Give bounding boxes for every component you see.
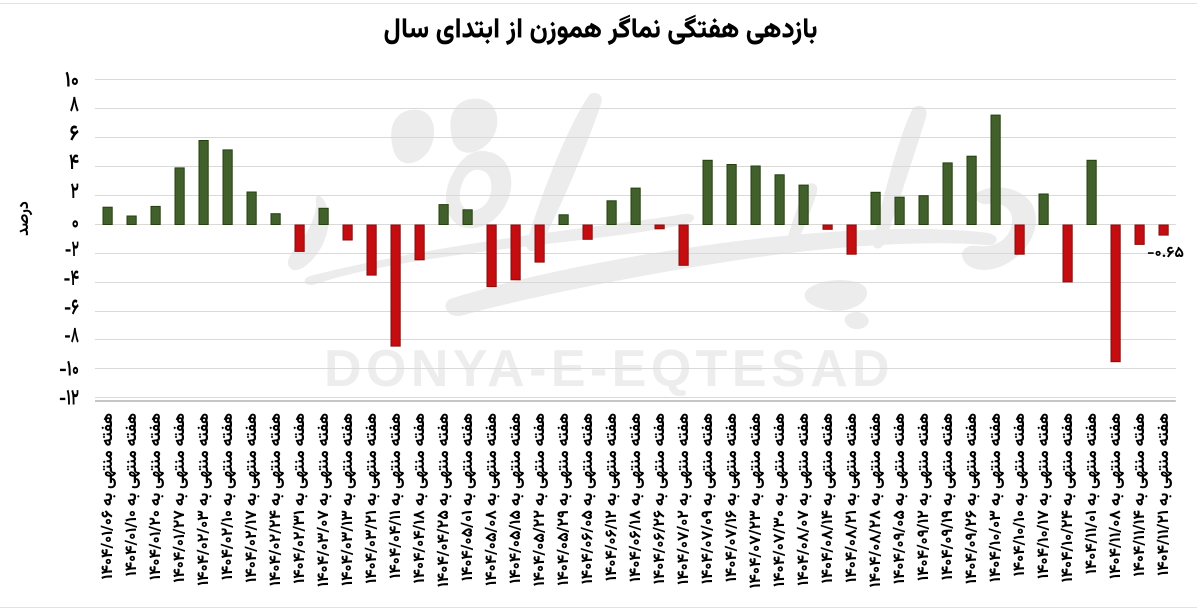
- svg-text:هفته منتهی به ۱۴۰۴/۰۴/۱۱: هفته منتهی به ۱۴۰۴/۰۴/۱۱: [385, 413, 409, 579]
- svg-text:هفته منتهی به ۱۴۰۴/۰۲/۱۷: هفته منتهی به ۱۴۰۴/۰۲/۱۷: [241, 413, 265, 583]
- svg-text:هفته منتهی به ۱۴۰۴/۰۳/۲۱: هفته منتهی به ۱۴۰۴/۰۳/۲۱: [361, 413, 385, 584]
- svg-text:هفته منتهی به ۱۴۰۴/۰۷/۳۰: هفته منتهی به ۱۴۰۴/۰۷/۳۰: [769, 413, 793, 587]
- svg-text:هفته منتهی به ۱۴۰۴/۰۱/۱۰: هفته منتهی به ۱۴۰۴/۰۱/۱۰: [121, 413, 145, 576]
- svg-text:۸: ۸: [70, 88, 79, 123]
- svg-text:هفته منتهی به ۱۴۰۴/۰۴/۱۸: هفته منتهی به ۱۴۰۴/۰۴/۱۸: [409, 413, 433, 583]
- svg-text:هفته منتهی به ۱۴۰۴/۰۵/۰۸: هفته منتهی به ۱۴۰۴/۰۵/۰۸: [481, 413, 505, 586]
- svg-text:هفته منتهی به ۱۴۰۴/۰۹/۰۵: هفته منتهی به ۱۴۰۴/۰۹/۰۵: [889, 413, 913, 584]
- svg-text:هفته منتهی به ۱۴۰۴/۰۴/۲۵: هفته منتهی به ۱۴۰۴/۰۴/۲۵: [433, 413, 457, 587]
- svg-text:هفته منتهی به ۱۴۰۴/۰۲/۱۰: هفته منتهی به ۱۴۰۴/۰۲/۱۰: [217, 413, 241, 580]
- svg-text:هفته منتهی به ۱۴۰۴/۱۱/۱۴: هفته منتهی به ۱۴۰۴/۱۱/۱۴: [1129, 413, 1153, 577]
- svg-text:هفته منتهی به ۱۴۰۴/۱۱/۰۸: هفته منتهی به ۱۴۰۴/۱۱/۰۸: [1105, 413, 1129, 579]
- svg-text:هفته منتهی به ۱۴۰۴/۰۷/۱۶: هفته منتهی به ۱۴۰۴/۰۷/۱۶: [721, 413, 745, 582]
- svg-text:۶: ۶: [70, 117, 80, 152]
- svg-text:هفته منتهی به ۱۴۰۴/۰۶/۲۶: هفته منتهی به ۱۴۰۴/۰۶/۲۶: [649, 413, 673, 584]
- svg-text:۰: ۰: [72, 206, 80, 241]
- svg-text:هفته منتهی به ۱۴۰۴/۰۷/۲۳: هفته منتهی به ۱۴۰۴/۰۷/۲۳: [745, 413, 769, 589]
- svg-text:هفته منتهی به ۱۴۰۴/۰۳/۰۷: هفته منتهی به ۱۴۰۴/۰۳/۰۷: [313, 413, 337, 587]
- svg-text:هفته منتهی به ۱۴۰۴/۰۸/۱۴: هفته منتهی به ۱۴۰۴/۰۸/۱۴: [817, 413, 841, 583]
- svg-text:بازدهی هفتگی نماگر هموزن از اب: بازدهی هفتگی نماگر هموزن از ابتدای سال: [384, 10, 818, 54]
- svg-text:هفته منتهی به ۱۴۰۴/۱۰/۰۳: هفته منتهی به ۱۴۰۴/۱۰/۰۳: [985, 413, 1009, 582]
- svg-text:هفته منتهی به ۱۴۰۴/۰۸/۲۸: هفته منتهی به ۱۴۰۴/۰۸/۲۸: [865, 413, 889, 587]
- svg-text:هفته منتهی به ۱۴۰۴/۰۷/۰۲: هفته منتهی به ۱۴۰۴/۰۷/۰۲: [673, 413, 697, 585]
- svg-text:هفته منتهی به ۱۴۰۴/۱۰/۲۴: هفته منتهی به ۱۴۰۴/۱۰/۲۴: [1057, 413, 1081, 582]
- svg-text:هفته منتهی به ۱۴۰۴/۰۱/۲۷: هفته منتهی به ۱۴۰۴/۰۱/۲۷: [169, 413, 193, 583]
- svg-text:درصد: درصد: [12, 201, 37, 236]
- svg-text:هفته منتهی به ۱۴۰۴/۱۱/۲۱: هفته منتهی به ۱۴۰۴/۱۱/۲۱: [1153, 413, 1177, 576]
- svg-text:هفته منتهی به ۱۴۰۴/۰۶/۱۲: هفته منتهی به ۱۴۰۴/۰۶/۱۲: [601, 413, 625, 581]
- svg-text:هفته منتهی به ۱۴۰۴/۰۵/۲۹: هفته منتهی به ۱۴۰۴/۰۵/۲۹: [553, 413, 577, 586]
- svg-text:۲: ۲: [71, 175, 80, 210]
- svg-text:هفته منتهی به ۱۴۰۴/۱۰/۱۷: هفته منتهی به ۱۴۰۴/۱۰/۱۷: [1033, 413, 1057, 579]
- svg-text:-۱۰: -۱۰: [59, 353, 79, 388]
- svg-text:هفته منتهی به ۱۴۰۴/۰۸/۲۱: هفته منتهی به ۱۴۰۴/۰۸/۲۱: [841, 413, 865, 583]
- svg-text:-۰.۶۵: -۰.۶۵: [1147, 242, 1184, 266]
- svg-text:هفته منتهی به ۱۴۰۴/۰۲/۲۴: هفته منتهی به ۱۴۰۴/۰۲/۲۴: [265, 413, 289, 586]
- svg-text:هفته منتهی به ۱۴۰۴/۰۶/۰۵: هفته منتهی به ۱۴۰۴/۰۶/۰۵: [577, 413, 601, 584]
- svg-text:هفته منتهی به ۱۴۰۴/۰۲/۰۳: هفته منتهی به ۱۴۰۴/۰۲/۰۳: [193, 413, 217, 586]
- svg-text:هفته منتهی به ۱۴۰۴/۰۱/۰۶: هفته منتهی به ۱۴۰۴/۰۱/۰۶: [97, 413, 121, 579]
- svg-text:۱۰: ۱۰: [65, 64, 79, 99]
- svg-text:-۴: -۴: [64, 262, 80, 297]
- svg-text:۴: ۴: [69, 146, 79, 181]
- svg-text:هفته منتهی به ۱۴۰۴/۰۱/۲۰: هفته منتهی به ۱۴۰۴/۰۱/۲۰: [145, 413, 169, 580]
- svg-text:-۱۲: -۱۲: [59, 382, 79, 417]
- svg-text:هفته منتهی به ۱۴۰۴/۰۸/۰۷: هفته منتهی به ۱۴۰۴/۰۸/۰۷: [793, 413, 817, 586]
- svg-text:هفته منتهی به ۱۴۰۴/۰۳/۱۳: هفته منتهی به ۱۴۰۴/۰۳/۱۳: [337, 413, 361, 586]
- svg-text:هفته منتهی به ۱۴۰۴/۰۹/۱۲: هفته منتهی به ۱۴۰۴/۰۹/۱۲: [913, 413, 937, 581]
- svg-text:هفته منتهی به ۱۴۰۴/۰۶/۱۸: هفته منتهی به ۱۴۰۴/۰۶/۱۸: [625, 413, 649, 582]
- svg-text:-۸: -۸: [64, 319, 79, 354]
- svg-text:هفته منتهی به ۱۴۰۴/۰۲/۳۱: هفته منتهی به ۱۴۰۴/۰۲/۳۱: [289, 413, 313, 584]
- svg-text:هفته منتهی به ۱۴۰۴/۱۱/۰۱: هفته منتهی به ۱۴۰۴/۱۱/۰۱: [1081, 413, 1105, 574]
- svg-text:هفته منتهی به ۱۴۰۴/۰۵/۱۵: هفته منتهی به ۱۴۰۴/۰۵/۱۵: [505, 413, 529, 584]
- svg-text:-۲: -۲: [65, 233, 79, 268]
- svg-text:-۶: -۶: [64, 291, 79, 326]
- svg-text:هفته منتهی به ۱۴۰۴/۰۵/۰۱: هفته منتهی به ۱۴۰۴/۰۵/۰۱: [457, 413, 481, 581]
- svg-text:هفته منتهی به ۱۴۰۴/۰۹/۱۹: هفته منتهی به ۱۴۰۴/۰۹/۱۹: [937, 413, 961, 580]
- svg-text:هفته منتهی به ۱۴۰۴/۰۹/۲۶: هفته منتهی به ۱۴۰۴/۰۹/۲۶: [961, 413, 985, 584]
- svg-text:هفته منتهی به ۱۴۰۴/۱۰/۱۰: هفته منتهی به ۱۴۰۴/۱۰/۱۰: [1009, 413, 1033, 576]
- svg-text:هفته منتهی به ۱۴۰۴/۰۷/۰۹: هفته منتهی به ۱۴۰۴/۰۷/۰۹: [697, 413, 721, 584]
- svg-text:هفته منتهی به ۱۴۰۴/۰۵/۲۲: هفته منتهی به ۱۴۰۴/۰۵/۲۲: [529, 413, 553, 586]
